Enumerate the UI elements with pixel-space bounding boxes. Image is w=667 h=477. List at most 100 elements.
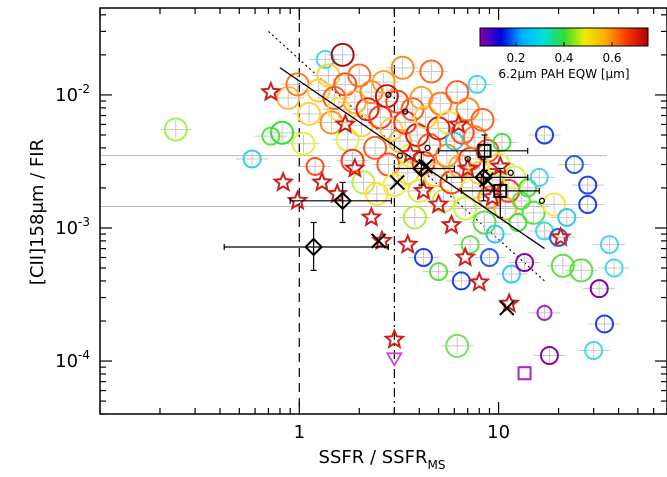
y-tick-label: 10-3 — [55, 215, 90, 239]
data-star — [399, 142, 422, 164]
data-star — [383, 327, 406, 350]
data-circle — [539, 346, 559, 366]
data-star — [427, 192, 450, 214]
data-circle — [557, 207, 577, 227]
data-circle — [297, 101, 322, 126]
data-circle — [515, 253, 535, 273]
data-small-dot — [464, 155, 471, 163]
data-circle — [451, 271, 471, 291]
data-circle — [326, 97, 351, 122]
data-star — [286, 189, 309, 211]
data-small-dot — [402, 108, 409, 115]
data-circle — [479, 248, 499, 268]
data-circle — [315, 49, 335, 69]
data-circle — [501, 264, 521, 284]
colorbar-tick-label: 0.6 — [602, 51, 621, 65]
data-circle — [564, 154, 584, 174]
plot-frame — [99, 7, 667, 415]
data-star — [549, 225, 572, 247]
data-star — [396, 232, 419, 255]
x-axis-title: SSFR / SSFRMS — [319, 447, 446, 472]
data-circle — [529, 167, 549, 187]
data-circle — [163, 117, 188, 142]
data-circle — [536, 304, 553, 321]
data-small-dot — [424, 144, 431, 152]
data-circle — [445, 333, 470, 358]
colorbar-label: 6.2μm PAH EQW [μm] — [498, 67, 629, 81]
data-star — [259, 80, 282, 102]
data-cross — [499, 300, 515, 316]
data-star — [412, 179, 435, 201]
x-tick-label: 1 — [294, 422, 305, 443]
data-circle — [535, 125, 555, 145]
data-circle — [569, 258, 594, 283]
data-star — [454, 245, 477, 267]
colorbar-tick-label: 0.4 — [554, 51, 573, 65]
data-small-dot — [396, 152, 404, 159]
data-star — [334, 112, 357, 134]
data-diamond — [304, 237, 324, 257]
data-circle — [542, 192, 567, 217]
data-star — [498, 292, 521, 314]
data-circle — [355, 97, 380, 122]
data-circle — [270, 120, 295, 145]
data-small-dot — [507, 169, 514, 176]
data-circle — [402, 205, 427, 230]
data-circle — [472, 210, 497, 235]
data-circle — [578, 195, 598, 215]
data-circle — [261, 126, 281, 146]
data-circle — [599, 235, 619, 255]
data-diamond — [474, 167, 493, 187]
data-circle — [276, 85, 301, 110]
data-circle — [347, 63, 372, 88]
data-cross — [417, 158, 434, 175]
data-star — [447, 112, 470, 134]
data-circle — [486, 152, 511, 177]
data-circle — [485, 224, 505, 244]
data-star — [440, 213, 463, 235]
data-star — [456, 156, 479, 178]
data-star — [468, 270, 491, 292]
y-tick-label: 10-2 — [55, 82, 90, 106]
data-cross — [478, 172, 495, 188]
axes: 1 10 10-2 10-3 10-4 — [55, 8, 667, 443]
data-triangle — [385, 352, 403, 368]
data-circle — [330, 42, 355, 67]
colorbar-tick-label: 0.2 — [506, 51, 525, 65]
data-circle — [470, 107, 495, 132]
data-circle — [409, 85, 434, 110]
data-star — [272, 170, 295, 192]
data-small-dot — [385, 91, 392, 99]
y-tick-label: 10-4 — [55, 348, 90, 372]
data-circle — [453, 196, 478, 221]
data-circle — [594, 314, 614, 334]
data-circle — [363, 135, 388, 160]
data-circle — [382, 173, 407, 198]
x-axis-title-subscript: MS — [427, 458, 445, 472]
data-star — [360, 205, 383, 227]
data-star — [343, 156, 366, 178]
data-circle — [242, 149, 262, 169]
data-square — [517, 366, 532, 381]
data-marks — [163, 42, 624, 381]
data-circle — [319, 110, 344, 135]
data-circle — [371, 70, 396, 95]
data-square — [477, 143, 492, 158]
data-circle — [584, 341, 604, 361]
data-circle — [305, 156, 325, 176]
data-diamond — [333, 191, 353, 211]
data-square — [493, 183, 508, 198]
data-circle — [429, 262, 449, 282]
data-circle — [589, 279, 609, 299]
data-circle — [291, 131, 316, 156]
data-circle — [578, 175, 598, 195]
data-circle — [460, 235, 480, 255]
data-circle — [521, 200, 546, 225]
data-cross — [389, 174, 405, 191]
data-circle — [604, 258, 624, 278]
data-circle — [445, 80, 470, 105]
data-circle — [550, 253, 575, 278]
data-circle — [419, 59, 444, 84]
data-small-dot — [538, 197, 546, 204]
